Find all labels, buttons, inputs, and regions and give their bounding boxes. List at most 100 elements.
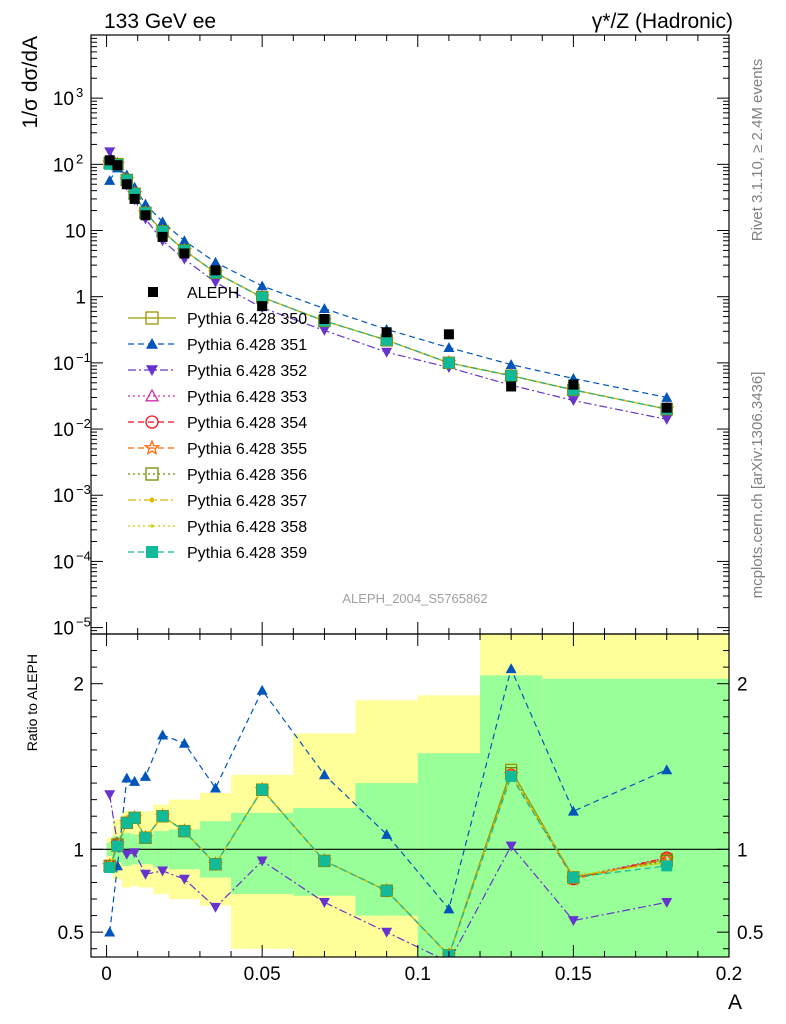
main-y-tick-label: 10 [53, 552, 74, 573]
main-point [139, 198, 151, 209]
main-point [381, 347, 393, 358]
ratio-band-inner [293, 807, 356, 896]
main-point [661, 414, 673, 425]
data-point [121, 179, 132, 190]
ratio-point [129, 775, 141, 786]
ratio-series-line [109, 773, 667, 957]
ratio-point [157, 866, 169, 877]
ratio-point [318, 769, 330, 780]
ratio-ylabel: Ratio to ALEPH [24, 654, 40, 751]
legend-label: Pythia 6.428 350 [187, 311, 307, 328]
ratio-point [256, 856, 268, 867]
legend-label: Pythia 6.428 352 [187, 363, 307, 380]
legend-label: Pythia 6.428 356 [187, 467, 307, 484]
main-y-tick-exponent: −4 [76, 548, 91, 563]
ratio-band-inner [604, 678, 729, 957]
main-y-tick-exponent: −1 [76, 350, 91, 365]
main-ylabel: 1/σ dσ/dA [19, 36, 42, 128]
x-tick-label: 0.15 [555, 964, 592, 985]
main-y-tick-exponent: −5 [76, 615, 91, 630]
data-point [257, 301, 268, 312]
ratio-point [157, 810, 169, 822]
ratio-point [256, 684, 268, 695]
ratio-point [178, 737, 190, 748]
legend-marker [145, 467, 159, 481]
ratio-point [381, 828, 393, 839]
ratio-point [567, 805, 579, 816]
legend-label: Pythia 6.428 357 [187, 493, 307, 510]
ratio-point [121, 772, 133, 783]
data-point [568, 379, 579, 390]
main-y-tick-label: 10 [53, 89, 74, 110]
ratio-point [104, 790, 116, 801]
ratio-band-inner [231, 812, 294, 895]
ratio-point [209, 782, 221, 793]
ratio-band-inner [417, 753, 481, 957]
data-point [319, 314, 330, 325]
legend-marker [145, 311, 159, 325]
ratio-point [111, 840, 123, 852]
axis-frames [90, 34, 730, 958]
main-y-tick-exponent: 3 [76, 85, 83, 100]
legend-label-data: ALEPH [187, 285, 239, 302]
data-point [104, 155, 115, 166]
ratio-point [381, 927, 393, 938]
legend-marker-data [148, 287, 158, 297]
ratio-point [505, 770, 517, 782]
ratio-point [661, 897, 673, 908]
main-y-tick-label: 10 [65, 222, 86, 243]
legend: ALEPH Pythia 6.428 350 Pythia 6.428 351 Pyt… [128, 285, 307, 562]
data-point [179, 248, 190, 259]
data-point [506, 381, 517, 392]
legend-marker [145, 415, 159, 429]
ratio-point [178, 874, 190, 885]
main-point [209, 277, 221, 288]
data-point [381, 327, 392, 338]
header-left: 133 GeV ee [104, 10, 216, 33]
legend-label: Pythia 6.428 351 [187, 337, 307, 354]
data-point [210, 265, 221, 276]
x-tick-label: 0.1 [405, 964, 431, 985]
main-point [157, 216, 169, 227]
ratio-point [139, 869, 151, 880]
main-y-tick-label: 10 [53, 619, 74, 640]
main-point [318, 303, 330, 314]
main-point [567, 384, 579, 396]
watermark: ALEPH_2004_S5765862 [342, 591, 487, 606]
header-right: γ*/Z (Hadronic) [592, 10, 733, 33]
main-point [318, 325, 330, 336]
ratio-y-tick-label-right: 0.5 [737, 923, 763, 944]
main-point [209, 256, 221, 267]
ratio-point [139, 832, 151, 844]
legend-marker [146, 365, 158, 376]
ratio-point [318, 855, 330, 867]
side-text-bottom: mcplots.cern.ch [arXiv:1306.3436] [749, 372, 766, 599]
ratio-point [104, 862, 116, 874]
ratio-point [104, 926, 116, 937]
main-point [661, 391, 673, 402]
legend-label: Pythia 6.428 359 [187, 545, 307, 562]
main-y-tick-label: 10 [53, 354, 74, 375]
ratio-y-tick-label-right: 2 [737, 675, 748, 696]
main-point [443, 357, 455, 369]
main-point [443, 342, 455, 353]
ratio-point [121, 849, 133, 860]
main-y-tick-exponent: 2 [76, 151, 83, 166]
legend-marker [146, 338, 158, 349]
ratio-band-inner [480, 675, 543, 957]
ratio-point [256, 784, 268, 796]
main-y-tick-label: 10 [53, 486, 74, 507]
ratio-point [209, 858, 221, 870]
side-text-top: Rivet 3.1.10, ≥ 2.4M events [749, 59, 766, 242]
xlabel: A [728, 991, 742, 1014]
main-y-tick-label: 10 [53, 420, 74, 441]
ratio-point [121, 817, 133, 829]
ratio-point [209, 902, 221, 913]
main-point [256, 291, 268, 303]
main-y-tick-label: 10 [53, 155, 74, 176]
ratio-point [443, 903, 455, 914]
ratio-point [661, 764, 673, 775]
data-point [112, 160, 123, 171]
